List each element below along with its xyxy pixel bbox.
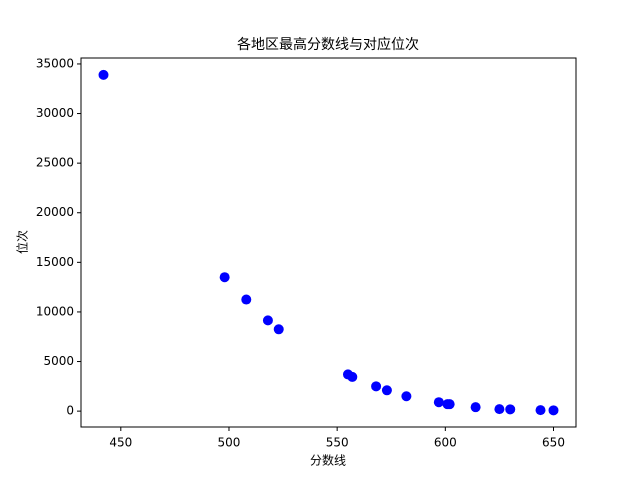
point — [401, 391, 412, 402]
y-axis-label: 位次 — [15, 230, 30, 254]
x-tick-label: 650 — [542, 436, 565, 450]
y-tick-label: 35000 — [36, 56, 74, 70]
point — [347, 371, 358, 382]
point — [548, 405, 559, 416]
point — [505, 404, 516, 415]
x-tick-label: 450 — [109, 436, 132, 450]
plot-frame — [80, 57, 577, 428]
point — [535, 405, 546, 416]
point — [241, 294, 252, 305]
x-axis-label: 分数线 — [310, 453, 346, 468]
point — [262, 315, 273, 326]
point — [273, 324, 284, 335]
point — [219, 272, 230, 283]
y-tick-label: 15000 — [36, 255, 74, 269]
x-tick-label: 500 — [218, 436, 241, 450]
point — [444, 399, 455, 410]
point — [381, 385, 392, 396]
point — [494, 404, 505, 415]
y-tick-label: 20000 — [36, 205, 74, 219]
y-tick-label: 5000 — [43, 354, 74, 368]
chart-title: 各地区最高分数线与对应位次 — [237, 36, 419, 53]
y-tick-label: 25000 — [36, 156, 74, 170]
point — [433, 397, 444, 408]
point — [470, 402, 481, 413]
y-tick-label: 0 — [66, 404, 74, 418]
x-tick-label: 550 — [326, 436, 349, 450]
point — [98, 69, 109, 80]
y-tick-label: 30000 — [36, 106, 74, 120]
y-tick-label: 10000 — [36, 304, 74, 318]
x-tick-label: 600 — [434, 436, 457, 450]
point — [371, 381, 382, 392]
